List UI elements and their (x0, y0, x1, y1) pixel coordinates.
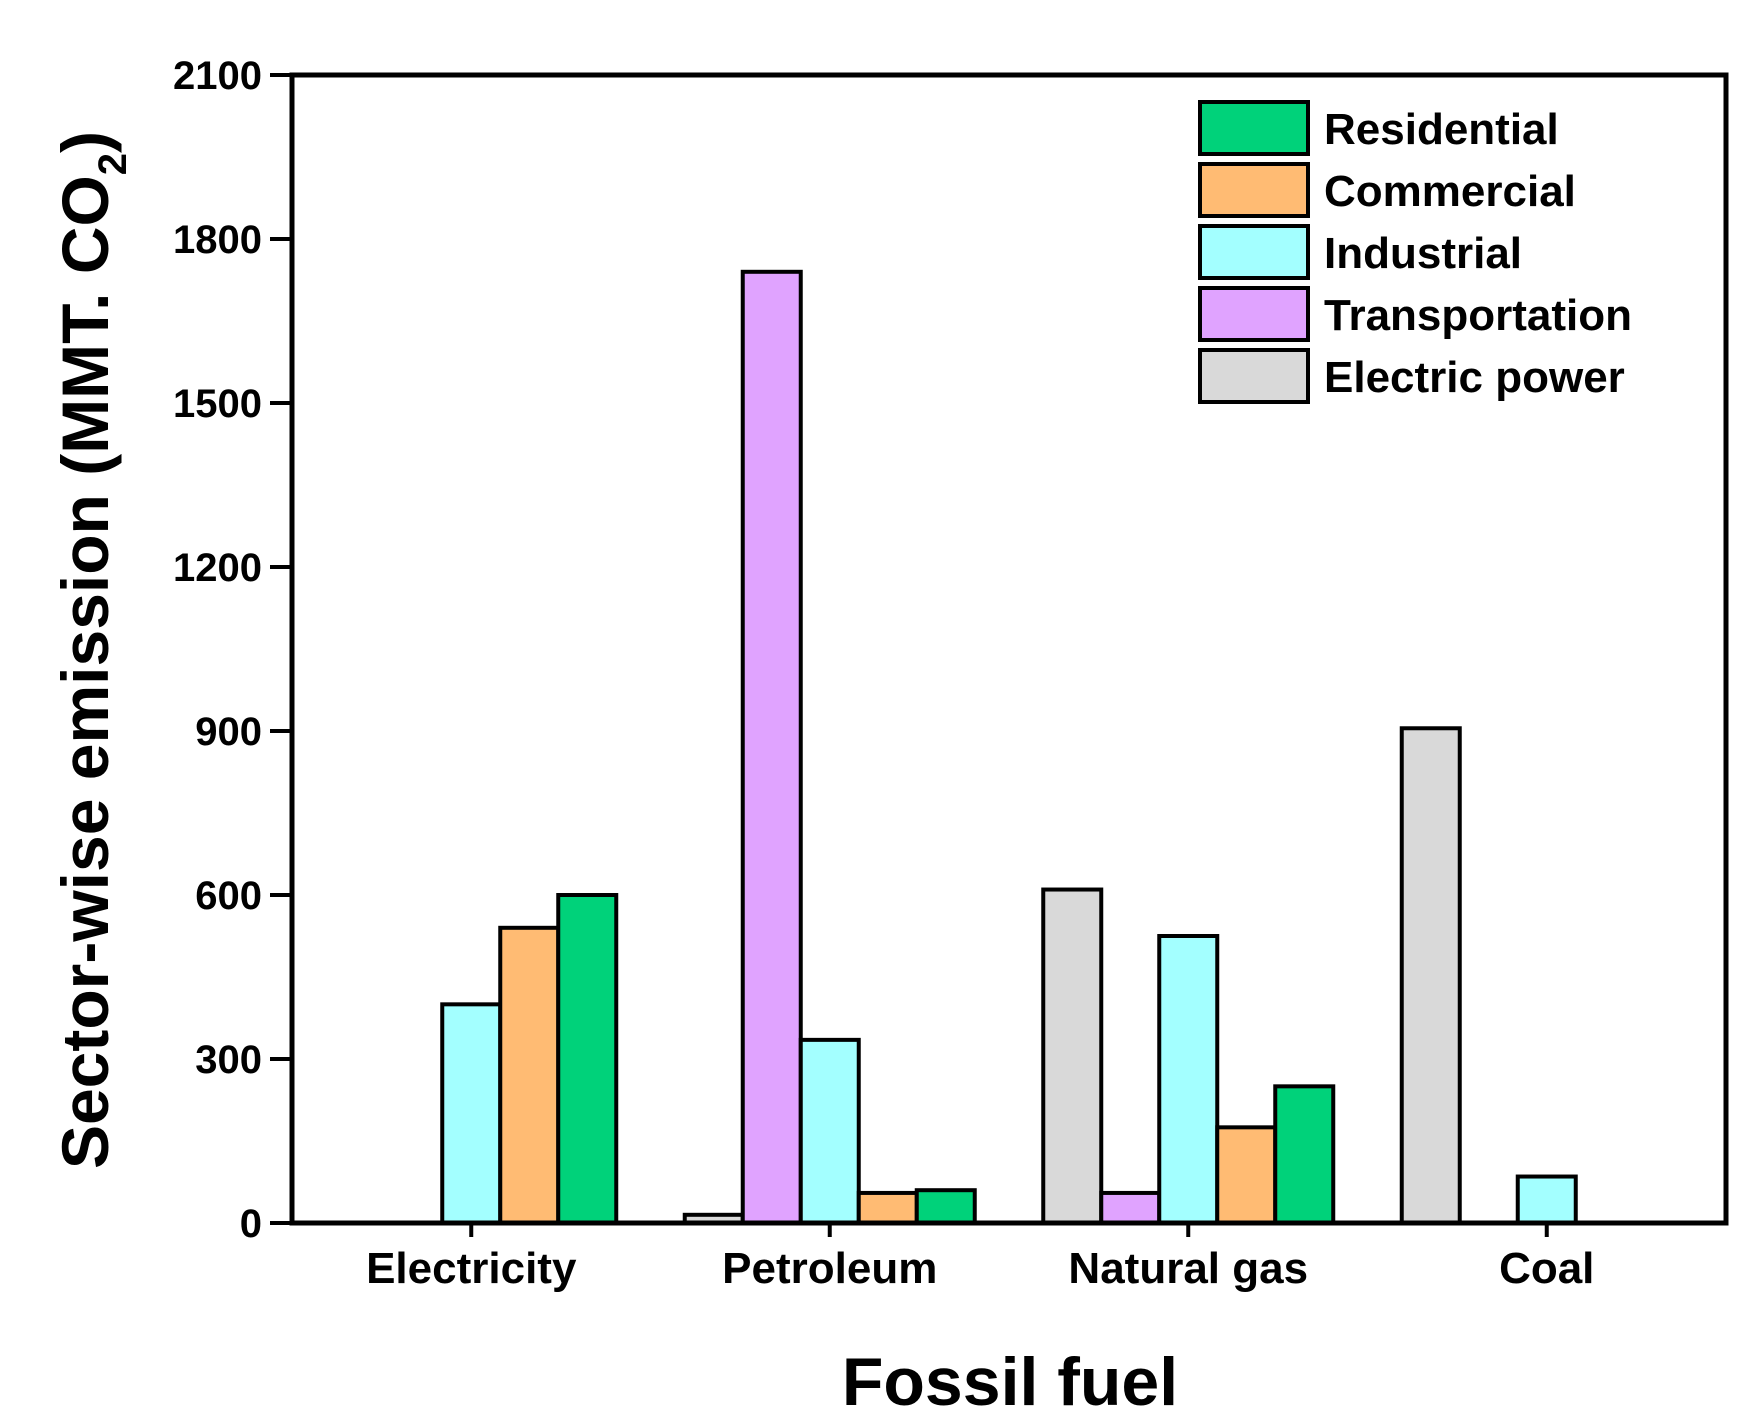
y-tick-label: 1200 (173, 546, 262, 590)
bar-electric-power-natural-gas (1041, 887, 1104, 1225)
bar-transportation-petroleum (740, 269, 803, 1225)
x-category-label: Electricity (366, 1244, 577, 1293)
legend-swatch-industrial (1198, 224, 1310, 280)
x-category-label: Natural gas (1068, 1244, 1308, 1293)
legend-swatch-residential (1198, 100, 1310, 156)
bar-commercial-petroleum (856, 1190, 919, 1226)
legend-label: Commercial (1324, 167, 1576, 216)
legend-label: Electric power (1324, 353, 1625, 402)
y-axis-title-main: Sector-wise emission (MMT. CO (48, 175, 122, 1169)
y-tick-label: 300 (195, 1038, 262, 1082)
y-tick-label: 2100 (173, 54, 262, 98)
y-axis-title-close: ) (48, 131, 122, 153)
y-tick-label: 600 (195, 874, 262, 918)
legend-label: Industrial (1324, 229, 1522, 278)
legend-swatch-electric-power (1198, 348, 1310, 404)
x-axis-category-labels: Electricity Petroleum Natural gas Coal (366, 1223, 1594, 1293)
x-category-label: Coal (1499, 1244, 1594, 1293)
y-axis-title: Sector-wise emission (MMT. CO2) (48, 131, 135, 1169)
x-axis-title: Fossil fuel (842, 1344, 1178, 1420)
y-axis-ticks: 0 300 600 900 1200 1500 1800 2100 (173, 54, 292, 1246)
bar-industrial-natural-gas (1157, 934, 1220, 1225)
y-axis-title-subscript: 2 (91, 153, 135, 175)
legend-swatch-commercial (1198, 162, 1310, 218)
bar-residential-petroleum (914, 1188, 977, 1225)
legend: Residential Commercial Industrial Transport… (1198, 100, 1632, 404)
legend-label: Transportation (1324, 291, 1632, 340)
bar-residential-electricity (556, 893, 619, 1225)
y-tick-label: 1500 (173, 382, 262, 426)
bar-electric-power-coal (1399, 726, 1462, 1225)
x-category-label: Petroleum (722, 1244, 937, 1293)
bar-commercial-natural-gas (1215, 1125, 1278, 1226)
bar-residential-natural-gas (1273, 1084, 1336, 1226)
bar-commercial-electricity (498, 925, 561, 1225)
plot-frame (289, 72, 1729, 1226)
legend-label: Residential (1324, 105, 1559, 154)
y-tick-label: 900 (195, 710, 262, 754)
bar-industrial-petroleum (798, 1037, 861, 1226)
y-tick-label: 0 (240, 1202, 262, 1246)
bars-group (440, 269, 1578, 1226)
bar-industrial-coal (1515, 1174, 1578, 1225)
y-tick-label: 1800 (173, 218, 262, 262)
legend-swatch-transportation (1198, 286, 1310, 342)
bar-transportation-natural-gas (1099, 1190, 1162, 1226)
bar-industrial-electricity (440, 1002, 503, 1225)
